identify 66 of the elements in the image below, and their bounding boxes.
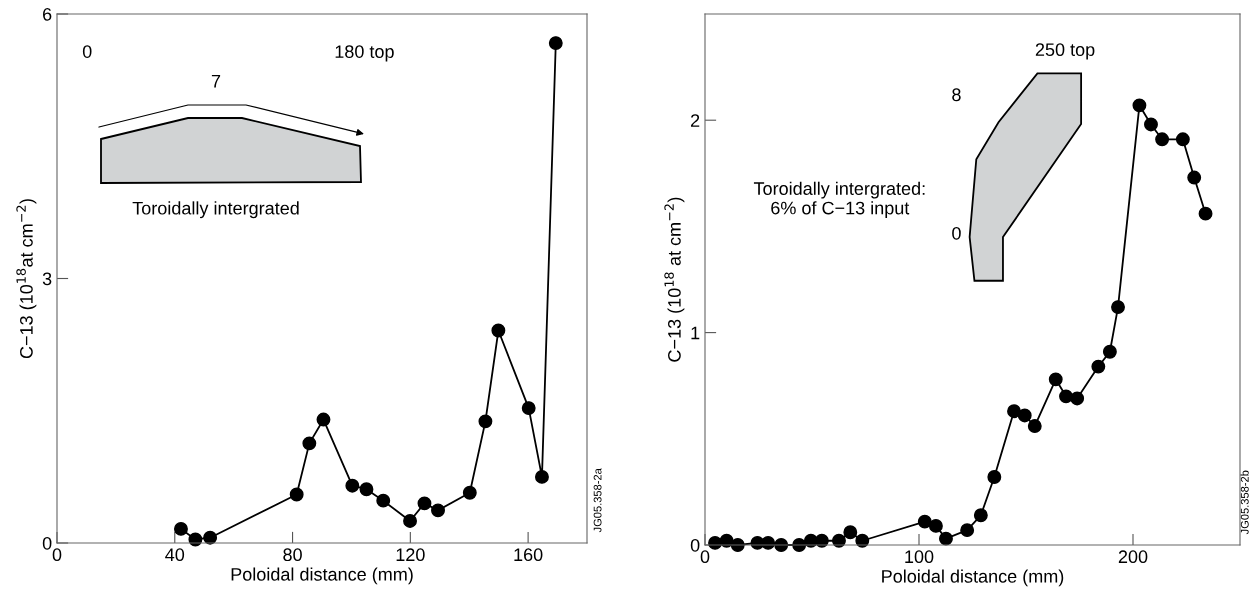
y-tick-label: 3 [42,272,52,286]
point [917,514,932,529]
point [1070,391,1085,406]
point [174,521,188,536]
point [1175,132,1190,147]
y-tick-label: 2 [691,114,700,127]
point [289,487,304,502]
point [987,470,1002,484]
x-tick-label: 160 [514,548,543,562]
point [1111,300,1125,315]
x-tick-label: 40 [165,548,185,562]
y-axis-title: C−13 (10$^{18}$ at cm$^{−2}$) [664,197,685,362]
annotation: 0 [82,45,92,58]
point [1027,419,1042,434]
point [535,469,549,484]
x-tick-label: 0 [700,550,710,564]
point [960,523,975,538]
point [302,436,317,451]
point [843,525,858,540]
point [1102,344,1117,359]
y-tick-label: 0 [690,538,700,552]
point [359,482,374,497]
text: JG05.358-2a [593,468,602,533]
annotation: Toroidally intergrated: 6% of C−13 input [753,181,925,218]
point [1132,98,1147,113]
y-tick-label: 1 [691,326,700,340]
point [431,503,445,518]
point [1091,359,1106,374]
point [548,36,563,51]
annotation: 8 [952,88,961,102]
y-tick-label: 6 [43,7,52,21]
point [1198,206,1213,221]
text: JG05.358-2b [1240,470,1249,535]
annotation: 7 [211,75,221,88]
annotation: 180 top [335,45,394,62]
annotation: 0 [952,226,961,240]
point [1007,404,1021,419]
point [1187,170,1202,185]
point [1144,117,1158,132]
point [1155,132,1170,147]
point [928,518,943,533]
point [417,496,432,511]
annotation: 250 top [1035,43,1095,60]
point [376,493,391,508]
x-tick-label: 100 [905,550,934,564]
point [403,514,417,528]
annotation: Toroidally intergrated [132,201,299,219]
point [1048,372,1063,387]
x-axis-title: Poloidal distance (mm) [882,569,1064,587]
point [973,508,988,523]
point [521,401,536,416]
x-tick-label: 200 [1118,550,1148,564]
point [316,412,331,427]
point [478,414,493,429]
y-tick-label: 0 [42,536,52,550]
x-tick-label: 0 [52,548,62,562]
point [491,323,506,338]
point [462,485,477,500]
y-axis-title: C−13 (10$^{18}$at cm$^{−2}$) [16,199,37,359]
point [939,531,953,546]
x-tick-label: 80 [283,548,302,562]
x-tick-label: 120 [396,548,425,562]
point [345,478,360,493]
point [1059,389,1073,404]
point [1017,408,1032,423]
x-axis-title: Poloidal distance (mm) [231,567,413,585]
